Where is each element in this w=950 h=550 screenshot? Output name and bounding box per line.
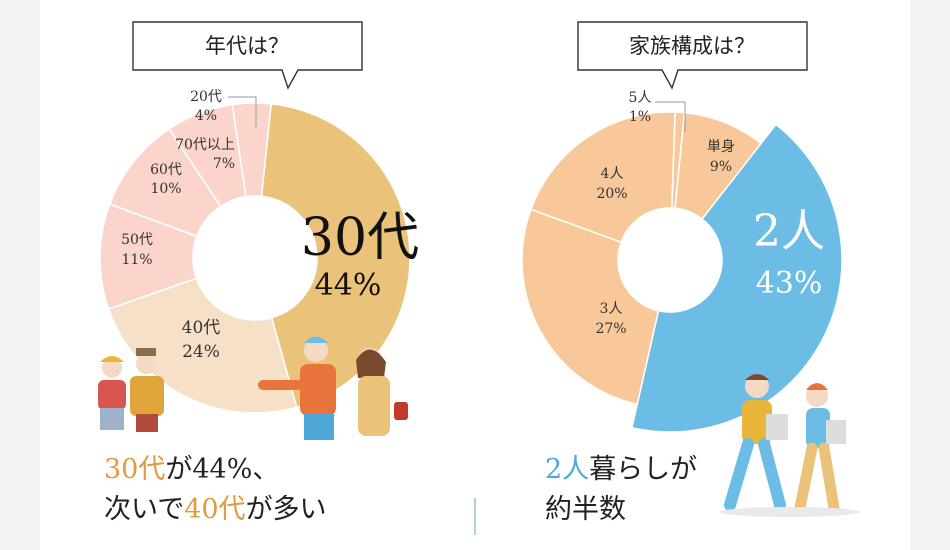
age-pct-50s: 11%: [121, 252, 152, 268]
slice-3人: [521, 208, 660, 406]
age-label-30s: 30代: [301, 208, 419, 268]
slice-4人: [529, 111, 676, 244]
family-chart-title: 家族構成は？: [629, 34, 755, 58]
age-label-20s: 20代: [190, 89, 222, 105]
age-label-70s: 70代以上: [175, 137, 235, 153]
age-label-50s: 50代: [121, 232, 153, 248]
age-donut-chart: [99, 102, 411, 414]
family-label-4: 4人: [601, 166, 624, 182]
age-chart-title: 年代は？: [205, 34, 289, 58]
family-label-single: 単身: [707, 139, 735, 155]
age-caption-30s: 30代: [104, 454, 166, 485]
age-pct-70s: 7%: [213, 156, 235, 172]
family-pct-5: 1%: [629, 109, 651, 125]
family-donut-chart: [521, 111, 843, 433]
family-label-2: 2人: [753, 206, 825, 257]
family-caption: 2人暮らしが 約半数: [545, 450, 697, 530]
family-pct-3: 27%: [595, 321, 626, 337]
age-caption: 30代が44%、 次いで40代が多い: [104, 450, 327, 530]
age-pct-20s: 4%: [195, 108, 217, 124]
age-caption-text3: が多い: [245, 494, 327, 525]
family-caption-text1: 暮らしが: [589, 454, 698, 485]
family-pct-2: 43%: [756, 266, 823, 301]
slice-単身: [674, 111, 763, 221]
slice-2人: [630, 123, 843, 433]
family-label-3: 3人: [600, 301, 623, 317]
family-caption-2: 2人: [545, 454, 590, 485]
age-caption-text2: 次いで: [104, 494, 185, 525]
family-pct-4: 20%: [596, 186, 627, 202]
family-caption-text2: 約半数: [545, 494, 626, 525]
slice-20代: [231, 102, 273, 198]
family-label-5: 5人: [629, 90, 652, 106]
age-label-60s: 60代: [150, 162, 182, 178]
family-pct-single: 9%: [710, 159, 732, 175]
age-title-bubble: 年代は？: [132, 21, 363, 90]
slice-40代: [107, 277, 298, 414]
age-caption-text1: が44%、: [165, 454, 280, 485]
age-label-40s: 40代: [182, 318, 221, 338]
age-caption-40s: 40代: [184, 494, 246, 525]
family-5-leader: [655, 101, 686, 132]
couple-pointing-illustration: [258, 336, 408, 440]
age-pct-30s: 44%: [315, 268, 382, 303]
couple-shopping-illustration: [720, 374, 860, 517]
slice-30代: [260, 103, 411, 409]
age-pct-40s: 24%: [182, 342, 220, 362]
age-20s-leader: [228, 96, 257, 127]
older-couple-illustration: [98, 348, 164, 432]
age-pct-60s: 10%: [150, 181, 181, 197]
family-title-bubble: 家族構成は？: [577, 21, 808, 90]
